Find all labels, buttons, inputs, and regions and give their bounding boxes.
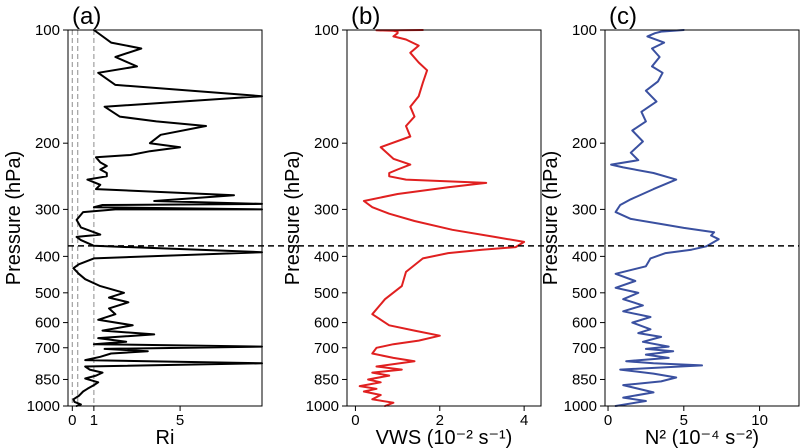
panel-b-xtick-label: 4 [520, 412, 528, 429]
panel-a-axes-frame [67, 29, 263, 407]
panel-c-ytick-label: 500 [572, 285, 597, 302]
panel-a-ytick-label: 1000 [27, 398, 60, 415]
panel-a-series-line-0 [72, 29, 263, 407]
panel-b: (b) 100 200 300 400 500 600 700 850 1000 0 2 4 VWS (1… [282, 3, 542, 448]
panel-c-axes-frame [604, 29, 800, 407]
panel-a-xlabel: Ri [156, 427, 175, 448]
panel-a: (a) 100 200 300 400 500 600 700 850 1000 0 1 5Ri Pres… [3, 3, 263, 448]
panel-b-ytick-label: 300 [314, 201, 339, 218]
panel-c-ytick-label: 400 [572, 248, 597, 265]
panel-a-ytick-label: 700 [35, 340, 60, 357]
panel-b-ytick-label: 1000 [306, 398, 339, 415]
panel-a-xtick-label: 1 [90, 412, 98, 429]
panel-b-ytick-label: 700 [314, 340, 339, 357]
panel-b-xtick-label: 2 [436, 412, 444, 429]
panel-c-ytick-label: 100 [572, 22, 597, 39]
panel-c-xtick-label: 5 [680, 412, 688, 429]
panel-b-label: (b) [351, 3, 380, 30]
panel-c-xtick-label: 0 [604, 412, 612, 429]
panel-b-ytick-label: 600 [314, 315, 339, 332]
panel-a-ytick-label: 850 [35, 371, 60, 388]
panel-b-axes-frame [346, 29, 542, 407]
panel-c-ytick-label: 850 [572, 371, 597, 388]
panel-a-ytick-label: 300 [35, 201, 60, 218]
panel-c-xlabel: N² (10⁻⁴ s⁻²) [645, 427, 759, 448]
panel-a-label: (a) [72, 3, 101, 30]
panel-b-ytick-label: 850 [314, 371, 339, 388]
panel-b-ytick-label: 200 [314, 135, 339, 152]
panel-b-ytick-label: 400 [314, 248, 339, 265]
panel-b-series-line-0 [358, 29, 526, 407]
panel-a-ylabel: Pressure (hPa) [3, 151, 25, 286]
panel-c-ytick-label: 200 [572, 135, 597, 152]
panel-c-ytick-label: 300 [572, 201, 597, 218]
panel-a-xtick-label: 5 [176, 412, 184, 429]
panel-a-ytick-label: 200 [35, 135, 60, 152]
panel-b-ytick-label: 100 [314, 22, 339, 39]
panel-b-ylabel: Pressure (hPa) [282, 151, 304, 286]
panel-b-xtick-label: 0 [351, 412, 359, 429]
panel-a-ytick-label: 500 [35, 285, 60, 302]
panel-c-ytick-label: 600 [572, 315, 597, 332]
panel-a-ytick-label: 400 [35, 248, 60, 265]
panel-a-xtick-label: 0 [68, 412, 76, 429]
panel-a-ytick-label: 600 [35, 315, 60, 332]
panel-c-series-line-0 [610, 29, 720, 407]
panel-c-ytick-label: 700 [572, 340, 597, 357]
panel-c-xtick-label: 10 [751, 412, 768, 429]
panel-c-ylabel: Pressure (hPa) [540, 151, 562, 286]
panel-b-ytick-label: 500 [314, 285, 339, 302]
panel-c-label: (c) [609, 3, 637, 30]
panel-c-ytick-label: 1000 [564, 398, 597, 415]
panel-a-ytick-label: 100 [35, 22, 60, 39]
panel-b-xlabel: VWS (10⁻² s⁻¹) [376, 427, 513, 448]
